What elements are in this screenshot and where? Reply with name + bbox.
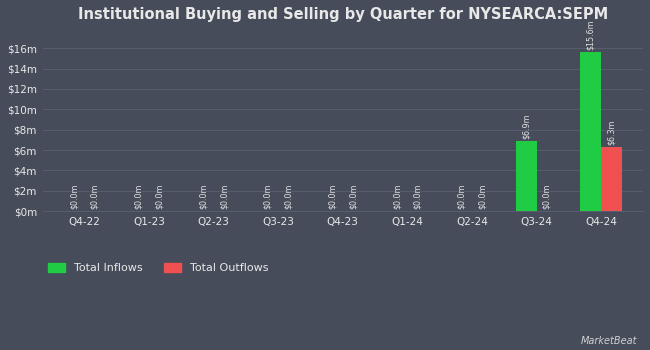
Text: $0.0m: $0.0m <box>348 183 358 209</box>
Bar <box>516 141 536 211</box>
Text: $0.0m: $0.0m <box>542 183 551 209</box>
Title: Institutional Buying and Selling by Quarter for NYSEARCA:SEPM: Institutional Buying and Selling by Quar… <box>77 7 608 22</box>
Text: $15.6m: $15.6m <box>586 20 595 50</box>
Text: $0.0m: $0.0m <box>90 183 99 209</box>
Text: MarketBeat: MarketBeat <box>580 336 637 346</box>
Text: $0.0m: $0.0m <box>284 183 293 209</box>
Text: $6.3m: $6.3m <box>607 119 616 145</box>
Text: $0.0m: $0.0m <box>155 183 164 209</box>
Text: $0.0m: $0.0m <box>328 183 337 209</box>
Text: $0.0m: $0.0m <box>263 183 272 209</box>
Text: $0.0m: $0.0m <box>478 183 487 209</box>
Text: $0.0m: $0.0m <box>457 183 466 209</box>
Text: $0.0m: $0.0m <box>393 183 402 209</box>
Text: $0.0m: $0.0m <box>134 183 143 209</box>
Bar <box>601 147 622 211</box>
Text: $0.0m: $0.0m <box>220 183 228 209</box>
Text: $0.0m: $0.0m <box>70 183 79 209</box>
Text: $6.9m: $6.9m <box>522 113 530 139</box>
Legend: Total Inflows, Total Outflows: Total Inflows, Total Outflows <box>48 263 268 273</box>
Bar <box>580 52 601 211</box>
Text: $0.0m: $0.0m <box>199 183 208 209</box>
Text: $0.0m: $0.0m <box>413 183 423 209</box>
